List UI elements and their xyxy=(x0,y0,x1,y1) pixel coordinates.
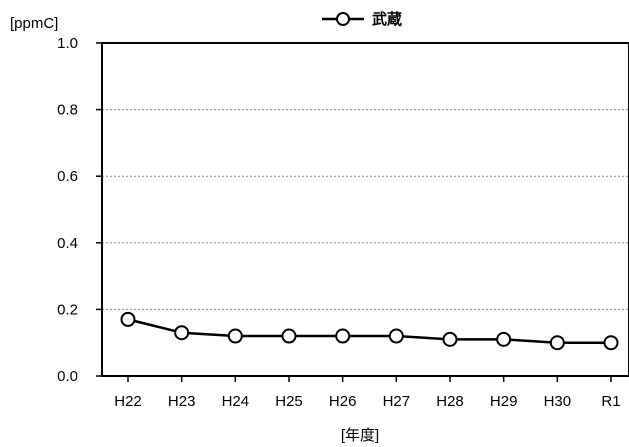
legend-label: 武蔵 xyxy=(372,10,402,28)
x-tick-label: R1 xyxy=(601,393,620,410)
legend-circle-marker xyxy=(336,12,350,26)
series-layer xyxy=(120,311,619,351)
data-point xyxy=(281,328,297,344)
y-tick-label: 0.4 xyxy=(57,235,78,252)
x-tick-label: H26 xyxy=(329,393,357,410)
x-axis-ticks: H22 H23 H24 H25 H26 H27 H28 H29 H30 R1 xyxy=(114,376,621,410)
legend: 武蔵 xyxy=(322,10,402,28)
x-tick-label: H30 xyxy=(544,393,572,410)
y-axis-label: [ppmC] xyxy=(10,15,58,32)
x-tick-label: H24 xyxy=(222,393,250,410)
data-point xyxy=(227,328,243,344)
y-tick-label: 0.6 xyxy=(57,168,78,185)
y-tick-label: 0.2 xyxy=(57,301,78,318)
grid-lines xyxy=(102,109,629,310)
x-tick-label: H22 xyxy=(114,393,142,410)
data-point xyxy=(549,335,565,351)
y-axis-ticks: 0.0 0.2 0.4 0.6 0.8 1.0 xyxy=(57,35,102,385)
data-point xyxy=(496,331,512,347)
y-tick-label: 0.8 xyxy=(57,102,78,119)
x-tick-label: H29 xyxy=(490,393,518,410)
x-tick-label: H28 xyxy=(436,393,464,410)
series-line xyxy=(127,318,611,344)
data-point xyxy=(120,311,136,327)
x-axis-label: [年度] xyxy=(341,427,379,444)
x-tick-label: H25 xyxy=(275,393,303,410)
data-point xyxy=(174,325,190,341)
y-tick-label: 1.0 xyxy=(57,35,78,52)
data-point xyxy=(335,328,351,344)
data-point xyxy=(388,328,404,344)
y-tick-label: 0.0 xyxy=(57,368,78,385)
data-point xyxy=(442,331,458,347)
x-tick-label: H23 xyxy=(168,393,196,410)
plot-area-frame xyxy=(101,42,629,377)
x-tick-label: H27 xyxy=(383,393,411,410)
data-point xyxy=(603,335,619,351)
